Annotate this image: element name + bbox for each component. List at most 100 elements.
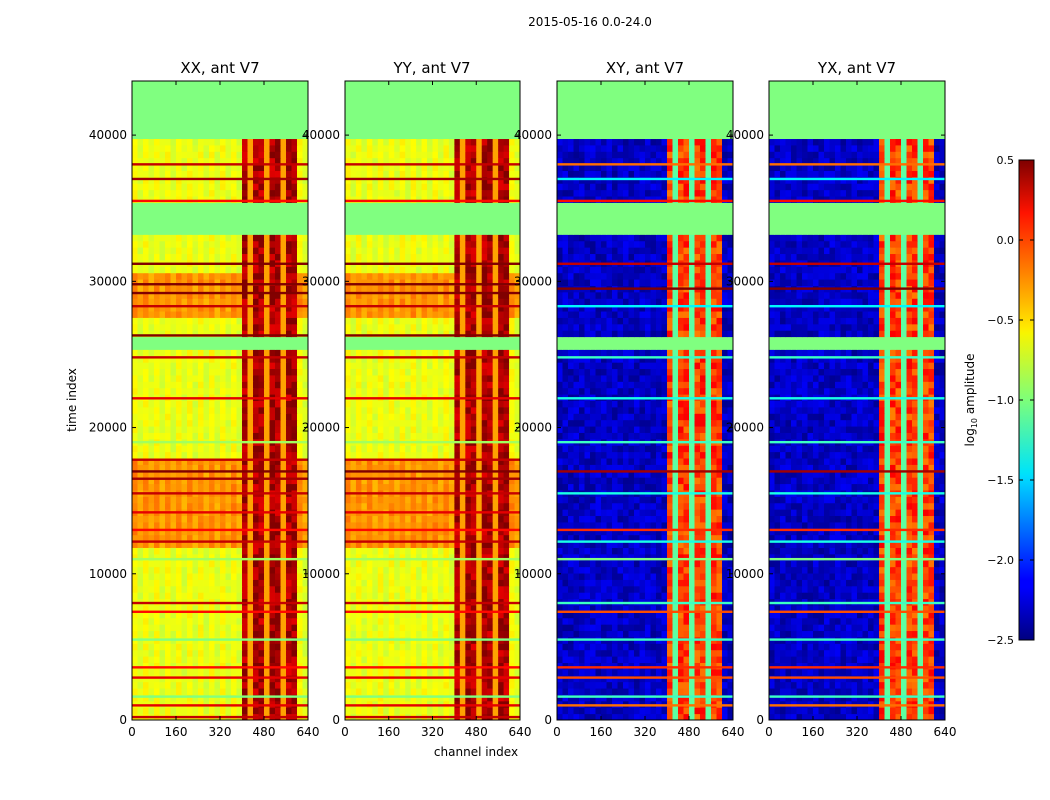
heatmap-cell xyxy=(253,496,259,504)
heatmap-cell xyxy=(264,189,270,197)
heatmap-cell xyxy=(372,477,379,485)
heatmap-cell xyxy=(503,617,510,625)
heatmap-cell xyxy=(137,694,144,702)
heatmap-cell xyxy=(209,81,215,88)
heatmap-cell xyxy=(170,208,177,216)
heatmap-cell xyxy=(286,196,292,203)
heatmap-cell xyxy=(427,566,433,574)
heatmap-cell xyxy=(269,266,276,274)
heatmap-cell xyxy=(247,688,254,695)
heatmap-cell xyxy=(181,119,188,127)
heatmap-cell xyxy=(198,604,204,612)
heatmap-cell xyxy=(291,688,298,695)
heatmap-cell xyxy=(286,419,292,427)
heatmap-cell xyxy=(509,470,516,478)
heatmap-cell xyxy=(165,342,171,350)
heatmap-cell xyxy=(366,630,373,638)
heatmap-cell xyxy=(231,649,237,657)
heatmap-cell xyxy=(361,374,368,382)
heatmap-cell xyxy=(448,560,455,568)
heatmap-cell xyxy=(465,688,472,695)
heatmap-cell xyxy=(176,215,182,223)
heatmap-cell xyxy=(291,617,298,625)
heatmap-cell xyxy=(269,579,276,587)
heatmap-cell xyxy=(405,419,412,427)
heatmap-cell xyxy=(399,707,406,715)
heatmap-cell xyxy=(231,362,237,370)
heatmap-cell xyxy=(176,387,182,395)
heatmap-cell xyxy=(198,451,204,459)
heatmap-cell xyxy=(231,170,237,178)
heatmap-cell xyxy=(366,477,373,485)
heatmap-cell xyxy=(159,432,166,440)
heatmap-cell xyxy=(231,227,237,235)
heatmap-cell xyxy=(192,215,199,223)
heatmap-cell xyxy=(514,451,521,459)
heatmap-cell xyxy=(148,170,155,178)
heatmap-cell xyxy=(476,579,483,587)
heatmap-cell xyxy=(377,502,384,510)
heatmap-cell xyxy=(231,157,237,165)
heatmap-cell xyxy=(209,585,215,593)
heatmap-cell xyxy=(192,406,199,414)
heatmap-cell xyxy=(198,624,204,632)
heatmap-cell xyxy=(355,374,362,382)
heatmap-cell xyxy=(154,215,160,223)
heatmap-cell xyxy=(236,170,243,178)
time-streak xyxy=(132,291,308,295)
heatmap-cell xyxy=(242,585,248,593)
heatmap-cell xyxy=(170,573,177,580)
heatmap-cell xyxy=(236,458,243,465)
heatmap-cell xyxy=(253,553,259,561)
heatmap-cell xyxy=(297,240,303,248)
heatmap-cell xyxy=(487,413,494,421)
heatmap-cell xyxy=(394,374,401,382)
heatmap-cell xyxy=(143,291,149,299)
heatmap-cell xyxy=(280,266,287,274)
heatmap-cell xyxy=(247,253,254,261)
heatmap-cell xyxy=(258,624,265,632)
heatmap-cell xyxy=(225,470,232,478)
heatmap-cell xyxy=(416,515,423,523)
heatmap-cell xyxy=(383,413,390,421)
heatmap-cell xyxy=(231,413,237,421)
heatmap-cell xyxy=(350,381,357,389)
heatmap-cell xyxy=(187,656,193,663)
heatmap-cell xyxy=(286,579,292,587)
heatmap-cell xyxy=(492,451,499,459)
heatmap-cell xyxy=(170,656,177,663)
heatmap-cell xyxy=(416,413,423,421)
heatmap-cell xyxy=(437,541,444,548)
heatmap-cell xyxy=(148,617,155,625)
heatmap-cell xyxy=(269,291,276,299)
heatmap-cell xyxy=(377,547,384,555)
heatmap-cell xyxy=(361,560,368,568)
heatmap-cell xyxy=(443,381,450,389)
heatmap-cell xyxy=(225,87,232,95)
heatmap-cell xyxy=(280,432,287,440)
heatmap-cell xyxy=(220,426,226,433)
heatmap-cell xyxy=(154,323,160,331)
heatmap-cell xyxy=(214,81,221,88)
heatmap-cell xyxy=(481,451,488,459)
heatmap-cell xyxy=(355,707,362,715)
heatmap-cell xyxy=(143,458,149,465)
heatmap-cell xyxy=(236,649,243,657)
heatmap-cell xyxy=(286,624,292,632)
heatmap-cell xyxy=(345,528,351,536)
heatmap-cell xyxy=(159,138,166,146)
heatmap-cell xyxy=(291,681,298,689)
heatmap-cell xyxy=(264,381,270,389)
heatmap-cell xyxy=(209,547,215,555)
heatmap-cell xyxy=(236,189,243,197)
heatmap-cell xyxy=(165,125,171,133)
heatmap-cell xyxy=(264,611,270,619)
heatmap-cell xyxy=(225,196,232,203)
heatmap-cell xyxy=(209,355,215,363)
heatmap-cell xyxy=(143,247,149,255)
heatmap-cell xyxy=(443,553,450,561)
heatmap-cell xyxy=(143,624,149,632)
heatmap-cell xyxy=(454,630,461,638)
heatmap-cell xyxy=(198,649,204,657)
heatmap-cell xyxy=(258,298,265,306)
